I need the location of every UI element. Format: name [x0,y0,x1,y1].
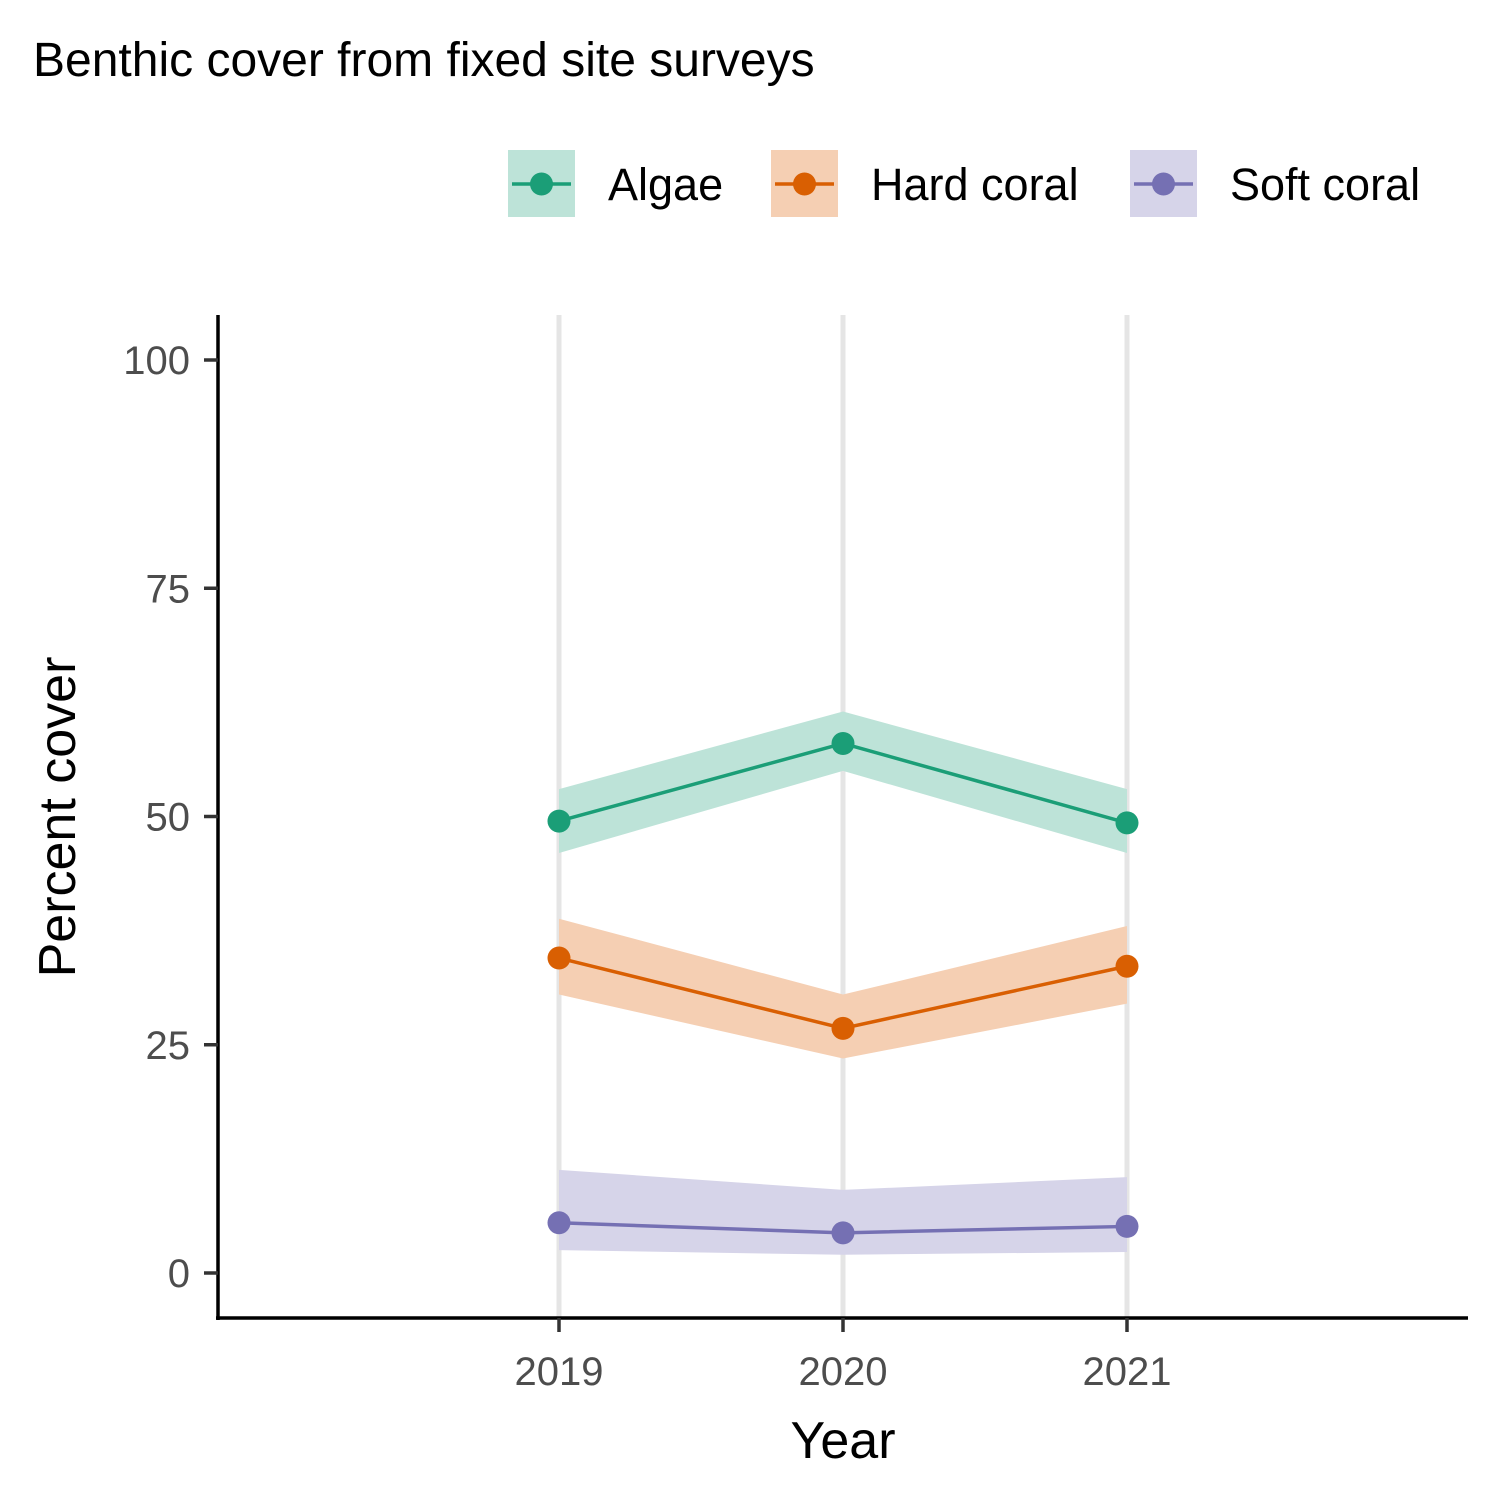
point-soft-coral-2021 [1115,1214,1139,1238]
y-tick-label-75: 75 [146,567,191,611]
x-tick-label-2020: 2020 [799,1350,888,1394]
x-tick-label-2019: 2019 [515,1350,604,1394]
legend-item-algae: Algae [508,150,723,217]
legend-label-hard-coral: Hard coral [871,159,1079,210]
point-hard-coral-2019 [547,946,571,970]
data-points [547,731,1139,1245]
point-algae-2020 [831,731,855,755]
y-tick-label-100: 100 [123,339,190,383]
y-axis-ticks: 0 25 50 75 100 [123,339,218,1296]
legend-key-point-algae [530,172,553,196]
chart-title: Benthic cover from fixed site surveys [33,34,815,87]
y-axis-title: Percent cover [29,657,87,978]
band-hard-coral [559,918,1127,1059]
legend-label-algae: Algae [608,159,723,210]
legend-key-point-hard-coral [793,172,816,196]
x-axis-title: Year [790,1412,895,1470]
y-tick-label-25: 25 [146,1024,191,1068]
point-algae-2019 [547,809,571,833]
point-hard-coral-2021 [1115,954,1139,978]
x-axis-ticks: 2019 2020 2021 [515,1318,1172,1394]
legend: Algae Hard coral Soft coral [508,150,1420,217]
legend-label-soft-coral: Soft coral [1230,159,1420,210]
legend-item-soft-coral: Soft coral [1130,150,1420,217]
legend-item-hard-coral: Hard coral [771,150,1079,217]
y-tick-label-0: 0 [168,1252,190,1296]
x-tick-label-2021: 2021 [1083,1350,1172,1394]
point-soft-coral-2020 [831,1221,855,1245]
point-algae-2021 [1115,811,1139,835]
point-hard-coral-2020 [831,1016,855,1040]
legend-key-point-soft-coral [1152,172,1175,196]
y-tick-label-50: 50 [146,796,191,840]
point-soft-coral-2019 [547,1211,571,1235]
band-soft-coral [559,1169,1127,1255]
